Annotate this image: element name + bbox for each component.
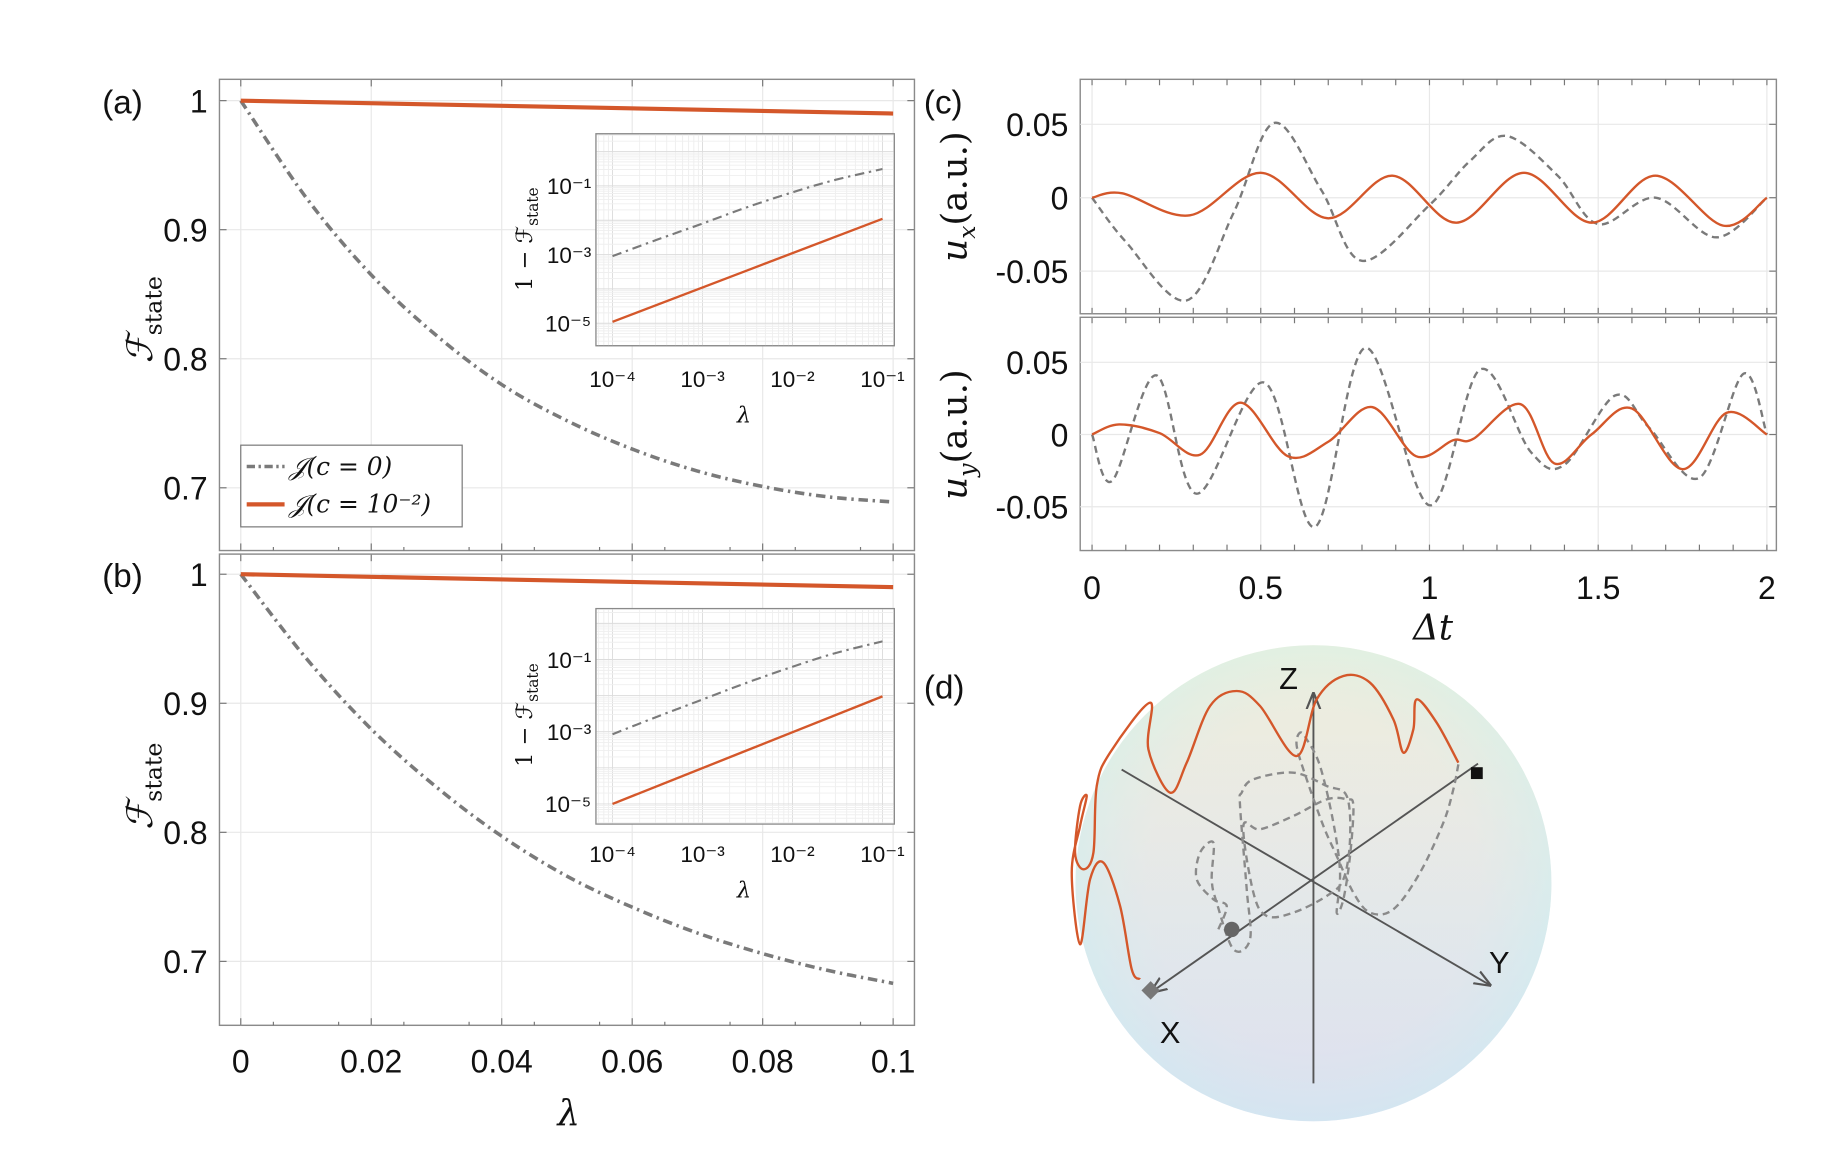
- inset-y-tick-label: 10⁻¹: [547, 174, 591, 199]
- inset-b-ylabel: 1 − ℱstate: [512, 663, 542, 767]
- x-tick-label: 0: [232, 1044, 250, 1080]
- main-series-0: [239, 573, 894, 986]
- y-tick-label: 0.05: [1006, 107, 1068, 143]
- y-tick-label: 0.9: [163, 686, 207, 722]
- y-axis: [1121, 768, 1490, 985]
- y-tick-label: -0.05: [996, 254, 1069, 290]
- panel-a-ylabel: ℱstate: [120, 276, 167, 363]
- inset-x-tick-label: 10⁻³: [680, 842, 725, 867]
- x-tick-label: 0: [1083, 570, 1101, 606]
- trajectory-gray: [1194, 731, 1460, 953]
- inset-frame: [595, 133, 895, 347]
- y-axis-label: Y: [1489, 945, 1510, 980]
- inset-y-tick-label: 10⁻³: [547, 243, 592, 268]
- x-tick-label: 0.1: [871, 1044, 915, 1080]
- inset-x-tick-label: 10⁻²: [770, 842, 815, 867]
- y-tick-label: 0.8: [163, 815, 207, 851]
- uc-series-0: [1090, 346, 1769, 529]
- inset-x-tick-label: 10⁻¹: [860, 842, 904, 867]
- x-axis-label: X: [1160, 1015, 1181, 1050]
- inset-x-tick-label: 10⁻⁴: [589, 367, 636, 392]
- start-diamond-marker: [1141, 981, 1160, 1000]
- panel-c-top-ylabel: ux(a.u.): [935, 131, 981, 262]
- trajectory-orange: [1070, 673, 1460, 981]
- panel-label-b: (b): [102, 558, 143, 595]
- inset-x-tick-label: 10⁻³: [680, 367, 725, 392]
- y-tick-label: 0.7: [163, 471, 207, 507]
- x-tick-label: 2: [1758, 570, 1776, 606]
- panel-label-d: (d): [924, 670, 965, 707]
- inset-series-0: [612, 640, 883, 736]
- panel-b-chart: 0 0.02 0.04 0.06 0.08 0.1 1 0.9 0.8 0.7 10⁻⁴ 10⁻³ 10…: [163, 553, 915, 1080]
- panel-c-bottom-ylabel: uy(a.u.): [935, 369, 981, 500]
- y-tick-label: 0.9: [163, 213, 207, 249]
- inset-a-xlabel: λ: [736, 403, 751, 429]
- inset-y-tick-label: 10⁻¹: [547, 648, 591, 673]
- y-tick-label: 0.7: [163, 944, 207, 980]
- x-tick-label: 0.06: [601, 1044, 663, 1080]
- plot-area: [1079, 78, 1778, 315]
- inset-y-tick-label: 10⁻⁵: [545, 792, 591, 817]
- inset-x-tick-label: 10⁻⁴: [589, 842, 636, 867]
- x-tick-label: 1.5: [1576, 570, 1620, 606]
- uc-series-1: [1091, 401, 1768, 471]
- y-tick-label: -0.05: [996, 490, 1069, 526]
- uc-series-1: [1091, 171, 1768, 227]
- inset-y-tick-label: 10⁻⁵: [545, 312, 591, 337]
- end-square-marker: [1470, 767, 1483, 780]
- panel-label-c: (c): [924, 85, 963, 122]
- inset-b-xlabel: λ: [736, 877, 751, 903]
- main-series-0: [239, 99, 894, 504]
- y-tick-label: 1: [190, 83, 208, 119]
- x-tick-label: 1: [1421, 570, 1439, 606]
- inset-x-tick-label: 10⁻¹: [860, 367, 904, 392]
- inset-series-0: [612, 167, 883, 258]
- panel-c-xlabel: Δt: [1411, 607, 1454, 648]
- legend: 𝒥(c = 0) 𝒥(c = 10⁻²): [240, 444, 463, 528]
- panel-label-a: (a): [102, 85, 143, 122]
- inset-frame: [595, 607, 895, 825]
- x-axis: [1151, 762, 1479, 993]
- legend-box: [240, 444, 463, 528]
- z-axis-label: Z: [1279, 661, 1298, 696]
- y-tick-label: 0.8: [163, 342, 207, 378]
- y-tick-label: 1: [190, 557, 208, 593]
- inset-y-tick-label: 10⁻³: [547, 720, 592, 745]
- panel-c-top-chart: 0.05 0 -0.05: [996, 78, 1778, 315]
- panel-b-xlabel: λ: [555, 1093, 580, 1134]
- uc-series-0: [1091, 121, 1768, 302]
- inset-series-1: [612, 217, 883, 323]
- inset-series-1: [612, 695, 883, 806]
- panel-b-ylabel: ℱstate: [120, 743, 167, 830]
- x-tick-label: 0.5: [1239, 570, 1283, 606]
- x-tick-label: 0.08: [732, 1044, 794, 1080]
- y-tick-label: 0: [1051, 417, 1069, 453]
- main-series-1: [240, 98, 894, 116]
- x-tick-label: 0.02: [340, 1044, 402, 1080]
- y-tick-label: 0.05: [1006, 345, 1068, 381]
- main-series-1: [240, 572, 894, 590]
- legend-label-orange: 𝒥(c = 10⁻²): [288, 490, 431, 519]
- y-tick-label: 0: [1051, 181, 1069, 217]
- gray-circle-marker: [1224, 921, 1240, 938]
- bloch-sphere: Z X Y: [1070, 645, 1552, 1122]
- inset-x-tick-label: 10⁻²: [770, 367, 815, 392]
- legend-label-gray: 𝒥(c = 0): [288, 452, 392, 481]
- x-tick-label: 0.04: [471, 1044, 533, 1080]
- inset-a-ylabel: 1 − ℱstate: [512, 187, 542, 291]
- panel-c-bottom-chart: 0 0.5 1 1.5 2 0.05 0 -0.05: [996, 316, 1778, 606]
